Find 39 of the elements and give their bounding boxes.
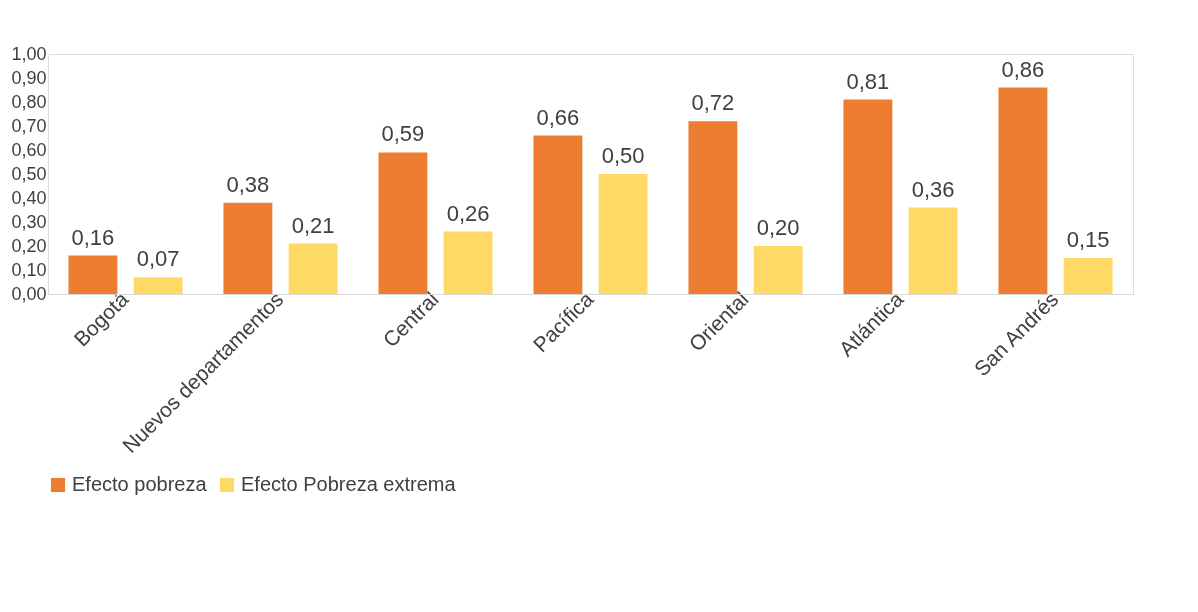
data-label: 0,21 bbox=[291, 212, 335, 238]
bar bbox=[753, 246, 803, 294]
legend-label: Efecto pobreza bbox=[72, 473, 208, 495]
data-label: 0,66 bbox=[536, 104, 580, 130]
bar bbox=[133, 277, 183, 294]
bar bbox=[998, 87, 1048, 294]
legend-label: Efecto Pobreza extrema bbox=[241, 473, 457, 495]
y-tick-label: 0,00 bbox=[11, 283, 47, 304]
y-tick-label: 0,70 bbox=[11, 115, 47, 136]
bar bbox=[908, 207, 958, 294]
y-tick-label: 0,20 bbox=[11, 235, 47, 256]
bar bbox=[1063, 258, 1113, 294]
data-label: 0,50 bbox=[601, 143, 645, 168]
y-tick-label: 0,80 bbox=[11, 91, 47, 112]
y-tick-label: 0,90 bbox=[11, 67, 47, 88]
bar bbox=[533, 135, 583, 294]
bar bbox=[843, 99, 893, 294]
data-label: 0,81 bbox=[846, 68, 890, 94]
y-tick-label: 0,50 bbox=[11, 163, 47, 184]
data-label: 0,38 bbox=[226, 171, 270, 197]
data-label: 0,20 bbox=[756, 215, 800, 240]
data-label: 0,16 bbox=[71, 224, 115, 250]
data-label: 0,26 bbox=[446, 200, 490, 226]
y-tick-label: 0,10 bbox=[11, 259, 47, 280]
y-tick-label: 1,00 bbox=[11, 43, 47, 64]
y-tick-label: 0,40 bbox=[11, 187, 47, 208]
data-label: 0,07 bbox=[136, 246, 180, 272]
bar bbox=[223, 202, 273, 294]
y-tick-label: 0,60 bbox=[11, 139, 47, 160]
data-label: 0,72 bbox=[691, 90, 735, 116]
bar bbox=[443, 231, 493, 294]
data-label: 0,59 bbox=[381, 121, 425, 147]
data-label: 0,36 bbox=[911, 176, 955, 202]
bar bbox=[288, 243, 338, 294]
bar bbox=[598, 174, 648, 294]
bar bbox=[68, 255, 118, 294]
data-label: 0,86 bbox=[1001, 56, 1045, 82]
data-label: 0,15 bbox=[1066, 227, 1110, 252]
y-tick-label: 0,30 bbox=[11, 211, 47, 232]
